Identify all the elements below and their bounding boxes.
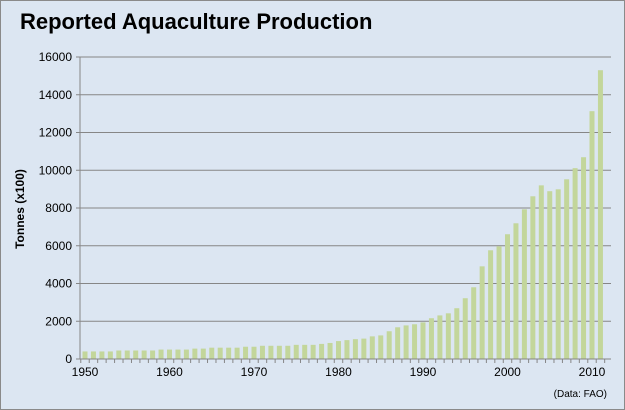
bar: [82, 351, 88, 359]
bar: [226, 347, 232, 359]
bar: [192, 348, 198, 359]
bar: [243, 346, 249, 359]
bar: [581, 157, 587, 359]
bar: [251, 346, 257, 359]
bar: [445, 313, 451, 359]
bar: [285, 345, 291, 359]
bar: [133, 350, 139, 359]
bar: [150, 350, 156, 359]
bar: [521, 209, 527, 359]
bar: [369, 336, 375, 359]
bar: [293, 344, 299, 359]
x-tick-label: 2000: [494, 365, 521, 379]
x-tick-label: 1950: [72, 365, 99, 379]
bar: [90, 351, 96, 359]
bar: [124, 350, 130, 359]
y-tick-label: 16000: [39, 50, 73, 64]
bar: [310, 344, 316, 359]
bar: [344, 340, 350, 359]
bar: [302, 344, 308, 359]
bar: [234, 347, 240, 359]
bar: [488, 250, 494, 359]
bar: [420, 322, 426, 359]
chart-title: Reported Aquaculture Production: [20, 9, 373, 34]
bar: [336, 341, 341, 359]
bar: [319, 343, 325, 359]
bar: [564, 179, 570, 359]
x-tick-label: 1980: [325, 365, 352, 379]
bar: [572, 168, 578, 359]
bar: [496, 246, 502, 359]
bar: [555, 189, 561, 359]
bar: [597, 70, 603, 360]
bar: [547, 191, 553, 359]
x-tick-label: 1970: [241, 365, 268, 379]
bar: [428, 318, 434, 359]
bar: [589, 111, 595, 359]
bar: [141, 350, 147, 359]
bar: [107, 351, 113, 359]
bar: [479, 266, 485, 359]
bar: [403, 325, 409, 359]
y-tick-label: 8000: [45, 201, 72, 215]
bar: [183, 349, 189, 359]
bar: [437, 315, 443, 359]
bar: [412, 324, 418, 359]
bar: [538, 185, 544, 359]
bar: [454, 308, 460, 359]
bar: [259, 345, 265, 359]
bar: [167, 349, 172, 359]
bar: [505, 234, 510, 359]
bar: [378, 335, 384, 359]
bar: [175, 349, 181, 359]
bar: [395, 327, 401, 359]
x-tick-label: 2010: [579, 365, 606, 379]
bar: [217, 347, 223, 359]
bar: [462, 298, 468, 359]
bar: [471, 287, 477, 359]
source-note: (Data: FAO): [553, 389, 607, 400]
bar: [513, 223, 519, 359]
x-tick-label: 1990: [410, 365, 437, 379]
x-tick-label: 1960: [156, 365, 183, 379]
bar: [99, 351, 105, 359]
y-tick-label: 14000: [39, 88, 73, 102]
y-tick-label: 2000: [45, 314, 72, 328]
bar: [327, 342, 333, 359]
bar: [386, 331, 392, 359]
bar: [209, 347, 215, 359]
y-tick-label: 10000: [39, 163, 73, 177]
bar: [200, 348, 206, 359]
bar: [268, 345, 274, 359]
y-tick-label: 0: [65, 352, 72, 366]
y-tick-label: 6000: [45, 239, 72, 253]
bar: [530, 196, 536, 359]
bar: [352, 339, 358, 359]
bar: [116, 350, 122, 359]
bar: [361, 338, 367, 359]
bar: [158, 349, 164, 359]
y-tick-label: 12000: [39, 126, 73, 140]
bar: [276, 345, 282, 359]
y-tick-label: 4000: [45, 277, 72, 291]
